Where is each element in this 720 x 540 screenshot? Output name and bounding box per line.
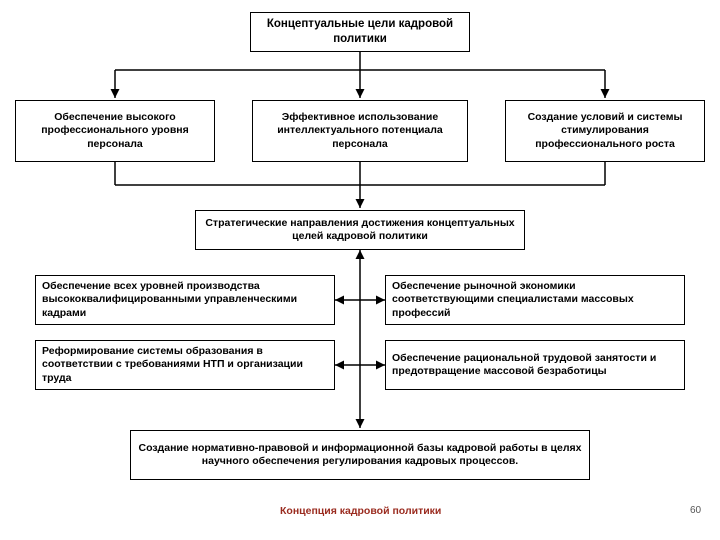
node-footer-text: Создание нормативно-правовой и информаци… bbox=[137, 442, 583, 468]
diagram-caption: Концепция кадровой политики bbox=[280, 505, 441, 517]
node-strat-text: Стратегические направления достижения ко… bbox=[202, 217, 518, 243]
node-goal3: Создание условий и системы стимулировани… bbox=[505, 100, 705, 162]
page-number: 60 bbox=[690, 505, 701, 516]
node-dirL1: Обеспечение всех уровней производства вы… bbox=[35, 275, 335, 325]
node-goal1: Обеспечение высокого профессионального у… bbox=[15, 100, 215, 162]
node-goal2: Эффективное использование интеллектуальн… bbox=[252, 100, 468, 162]
node-goal2-text: Эффективное использование интеллектуальн… bbox=[259, 111, 461, 150]
node-dirR2: Обеспечение рациональной трудовой занято… bbox=[385, 340, 685, 390]
diagram-canvas: Концептуальные цели кадровой политики Об… bbox=[0, 0, 720, 540]
node-dirL2-text: Реформирование системы образования в соо… bbox=[42, 345, 328, 384]
node-dirR1-text: Обеспечение рыночной экономики соответст… bbox=[392, 280, 678, 319]
node-dirR2-text: Обеспечение рациональной трудовой занято… bbox=[392, 352, 678, 378]
node-dirL1-text: Обеспечение всех уровней производства вы… bbox=[42, 280, 328, 319]
node-goal1-text: Обеспечение высокого профессионального у… bbox=[22, 111, 208, 150]
node-title-text: Концептуальные цели кадровой политики bbox=[257, 17, 463, 47]
node-dirL2: Реформирование системы образования в соо… bbox=[35, 340, 335, 390]
node-footer: Создание нормативно-правовой и информаци… bbox=[130, 430, 590, 480]
node-goal3-text: Создание условий и системы стимулировани… bbox=[512, 111, 698, 150]
node-dirR1: Обеспечение рыночной экономики соответст… bbox=[385, 275, 685, 325]
node-title: Концептуальные цели кадровой политики bbox=[250, 12, 470, 52]
node-strat: Стратегические направления достижения ко… bbox=[195, 210, 525, 250]
